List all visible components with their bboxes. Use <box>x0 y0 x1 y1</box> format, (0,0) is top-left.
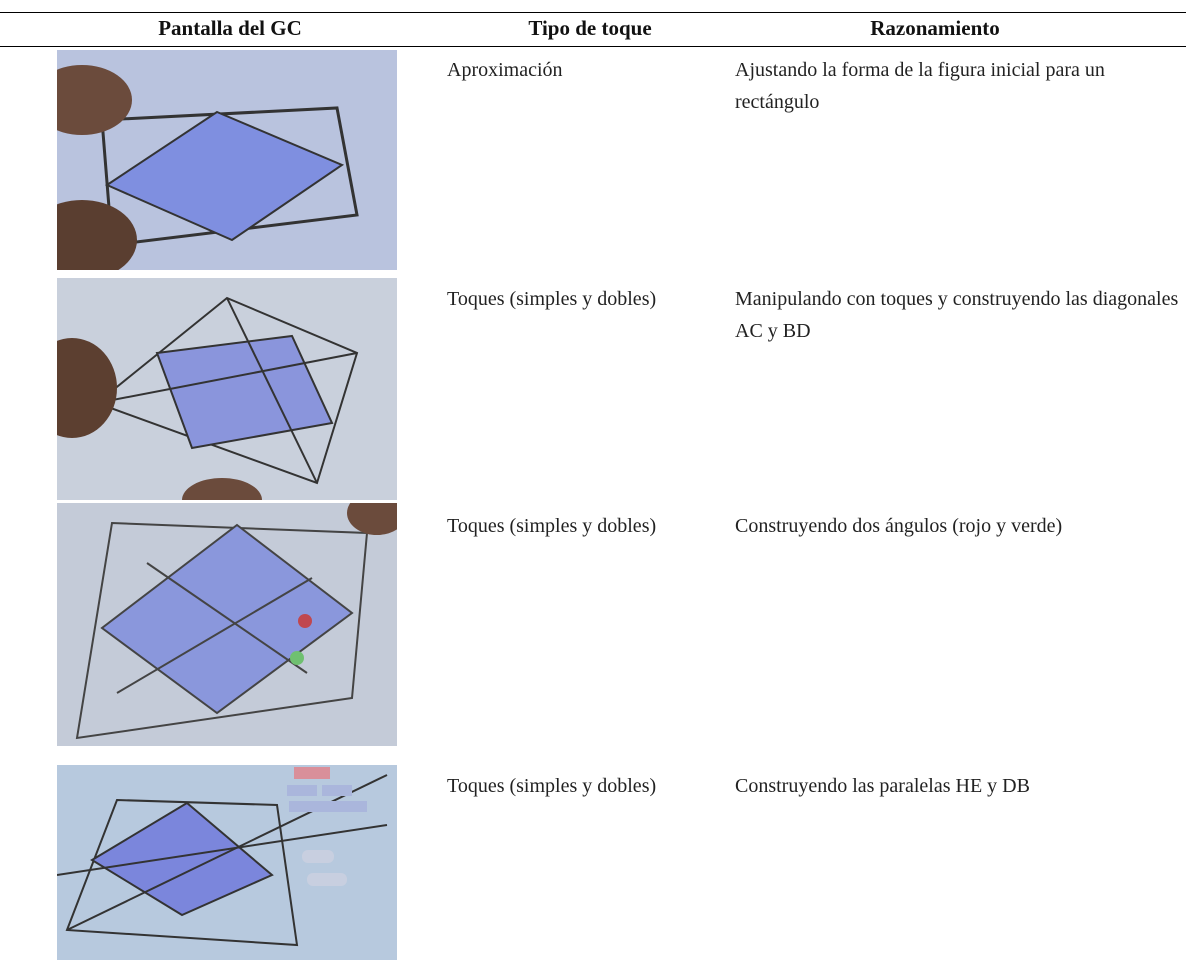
photo <box>57 765 397 960</box>
photo <box>57 278 397 500</box>
cell-text: Construyendo las paralelas HE y DB <box>735 775 1030 797</box>
cell-text: Ajustando la forma de la figura inicial … <box>735 59 1105 113</box>
cell-text: Toques (simples y dobles) <box>447 288 657 310</box>
header-cell: Tipo de toque <box>528 16 652 40</box>
cell-text: Toques (simples y dobles) <box>447 775 657 797</box>
header-rule <box>0 46 1186 47</box>
cell-text: Aproximación <box>447 59 563 81</box>
photo <box>57 503 397 746</box>
cell-text: Construyendo dos ángulos (rojo y verde) <box>735 515 1063 537</box>
photo <box>57 50 397 270</box>
cell-text: Toques (simples y dobles) <box>447 515 657 537</box>
header-cell: Razonamiento <box>870 16 1000 40</box>
header-cell: Pantalla del GC <box>158 16 302 40</box>
top-rule <box>0 12 1186 13</box>
cell-text: Manipulando con toques y construyendo la… <box>735 288 1179 342</box>
